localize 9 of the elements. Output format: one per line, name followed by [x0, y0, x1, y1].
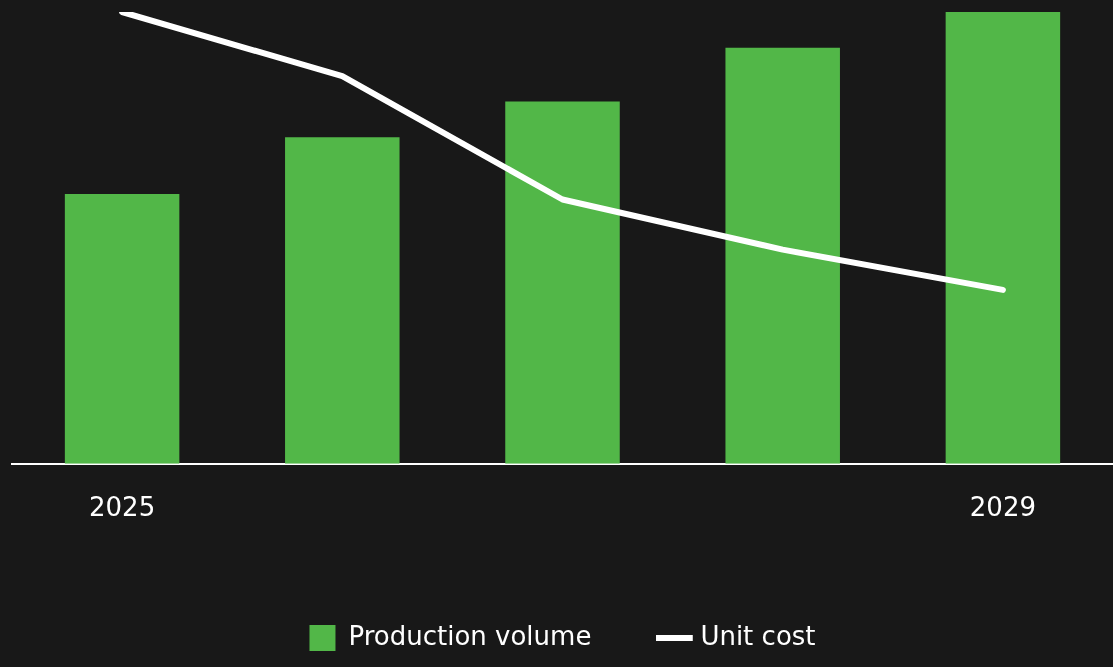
legend-label: Production volume	[348, 620, 592, 651]
x-tick-label: 2025	[89, 492, 156, 523]
bar	[505, 101, 620, 464]
bar	[725, 47, 840, 464]
x-tick-label: 2029	[969, 492, 1036, 523]
bar	[945, 12, 1061, 464]
legend-label: Unit cost	[700, 620, 816, 651]
bar	[64, 194, 180, 464]
bar	[285, 137, 400, 464]
